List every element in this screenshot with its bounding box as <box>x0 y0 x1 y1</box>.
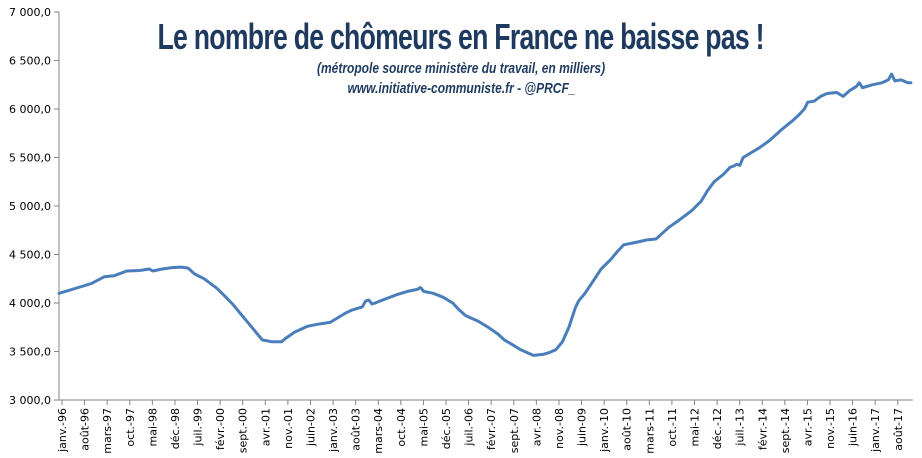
x-tick-label: mars-11 <box>643 408 656 454</box>
chart-source: www.initiative-communiste.fr - @PRCF_ <box>0 80 922 97</box>
x-tick-label: nov.-08 <box>553 408 566 449</box>
x-tick-label: avr.-08 <box>530 408 543 446</box>
y-tick-label: 6 000,0 <box>9 103 51 116</box>
x-axis: janv.-96 août-96 mars-97 oct.-97 mai-98 déc.-… <box>56 399 913 454</box>
x-tick-label: nov.-01 <box>282 408 295 449</box>
x-tick-label: oct.-04 <box>395 408 408 447</box>
y-tick-label: 6 500,0 <box>9 55 51 68</box>
x-tick-label: juin-09 <box>576 408 589 447</box>
y-tick-label: 4 000,0 <box>9 297 51 310</box>
x-tick-label: juin-02 <box>304 408 317 447</box>
x-tick-label: sept.-07 <box>508 408 521 453</box>
x-tick-label: juin-16 <box>847 408 860 447</box>
x-tick-label: oct.-11 <box>666 408 679 447</box>
x-tick-label: juil.-13 <box>734 408 747 447</box>
x-tick-label: avr.-01 <box>259 408 272 446</box>
x-tick-label: mars-04 <box>372 408 385 454</box>
x-tick-label: mai-98 <box>146 408 159 446</box>
y-tick-label: 5 000,0 <box>9 200 51 213</box>
x-tick-label: déc.-98 <box>169 408 182 449</box>
x-tick-label: août-10 <box>621 408 634 451</box>
x-tick-label: oct.-97 <box>124 408 137 447</box>
x-tick-label: févr.-07 <box>485 408 498 450</box>
y-axis: 3 000,0 3 500,0 4 000,0 4 500,0 5 000,0 5 500… <box>9 6 60 407</box>
chart-title: Le nombre de chômeurs en France ne baiss… <box>0 16 922 58</box>
chart-subtitle-text: (métropole source ministère du travail, … <box>316 60 606 77</box>
x-tick-label: janv.-10 <box>598 408 611 453</box>
x-tick-label: juil.-06 <box>463 408 476 447</box>
x-tick-label: déc.-05 <box>440 408 453 449</box>
x-tick-label: janv.-03 <box>327 408 340 453</box>
x-tick-label: janv.-17 <box>869 408 882 453</box>
x-tick-label: févr.-00 <box>214 408 227 450</box>
x-tick-label: nov.-15 <box>824 408 837 449</box>
x-tick-label: mai-05 <box>417 408 430 446</box>
x-tick-label: avr.-15 <box>801 408 814 446</box>
series-line-chomeurs <box>57 72 913 357</box>
x-tick-label: août-17 <box>892 408 905 451</box>
y-tick-label: 5 500,0 <box>9 152 51 165</box>
y-tick-label: 7 000,0 <box>9 6 51 19</box>
x-tick-label: août-03 <box>350 408 363 451</box>
x-tick-label: déc.-12 <box>711 408 724 449</box>
chart-title-text: Le nombre de chômeurs en France ne baiss… <box>157 16 765 57</box>
y-tick-label: 3 500,0 <box>9 346 51 359</box>
series-layer <box>57 72 913 357</box>
x-tick-label: févr.-14 <box>756 408 769 450</box>
y-tick-label: 4 500,0 <box>9 249 51 262</box>
x-tick-label: janv.-96 <box>56 408 69 453</box>
x-tick-label: sept.-14 <box>779 408 792 453</box>
chart-source-text: www.initiative-communiste.fr - @PRCF_ <box>347 80 575 97</box>
x-tick-label: août-96 <box>79 408 92 451</box>
x-tick-label: sept.-00 <box>237 408 250 453</box>
x-tick-label: mai-12 <box>688 408 701 446</box>
chart-subtitle: (métropole source ministère du travail, … <box>0 60 922 77</box>
y-tick-label: 3 000,0 <box>9 394 51 407</box>
x-tick-label: mars-97 <box>101 408 114 454</box>
x-tick-label: juil.-99 <box>192 408 205 447</box>
